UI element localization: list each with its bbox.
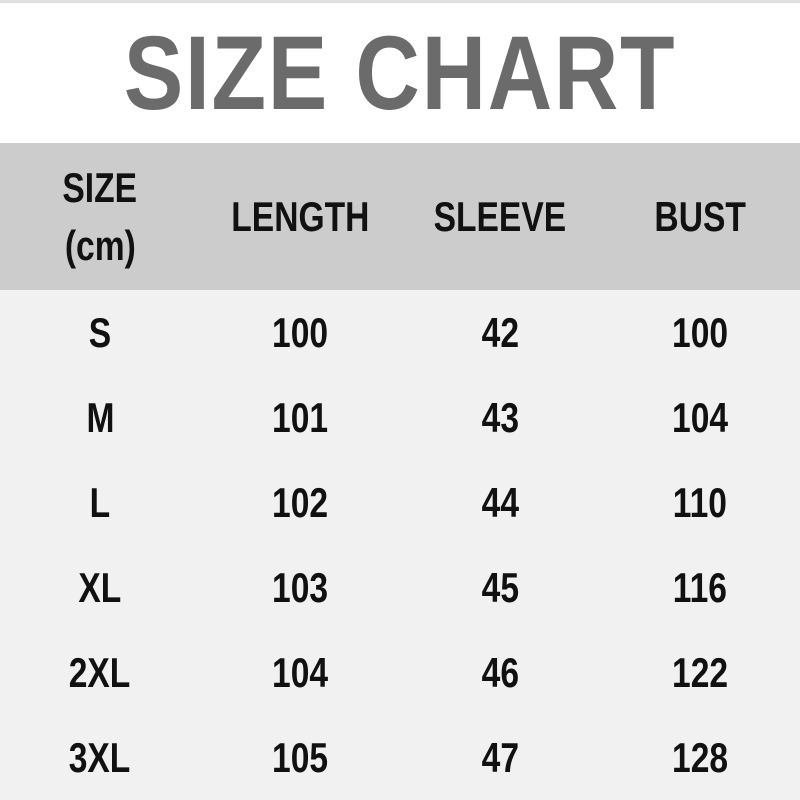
size-cell: L bbox=[89, 478, 111, 526]
bust-cell: 128 bbox=[671, 733, 729, 781]
bust-cell: 122 bbox=[671, 648, 729, 696]
sleeve-cell: 43 bbox=[481, 393, 519, 441]
sleeve-cell: 45 bbox=[481, 563, 519, 611]
column-header-bust: BUST bbox=[654, 192, 746, 240]
table-row-l: L 102 44 110 bbox=[0, 460, 800, 545]
sleeve-cell: 46 bbox=[481, 648, 519, 696]
length-cell: 101 bbox=[271, 393, 329, 441]
size-cell: M bbox=[86, 393, 114, 441]
length-cell: 103 bbox=[271, 563, 329, 611]
top-divider-line bbox=[0, 0, 800, 3]
table-header-row: SIZE (cm) LENGTH SLEEVE BUST bbox=[0, 143, 800, 290]
bust-cell: 104 bbox=[671, 393, 729, 441]
size-cell: S bbox=[88, 308, 112, 356]
title-section: SIZE CHART bbox=[0, 3, 800, 143]
table-row-m: M 101 43 104 bbox=[0, 375, 800, 460]
column-header-length: LENGTH bbox=[230, 192, 370, 240]
size-chart-table: SIZE (cm) LENGTH SLEEVE BUST S 100 42 10… bbox=[0, 143, 800, 800]
table-row-s: S 100 42 100 bbox=[0, 290, 800, 375]
size-cell: 3XL bbox=[69, 733, 131, 781]
column-header-size-unit: (cm) bbox=[64, 221, 136, 269]
bust-cell: 110 bbox=[672, 478, 728, 526]
length-cell: 100 bbox=[271, 308, 329, 356]
table-row-2xl: 2XL 104 46 122 bbox=[0, 630, 800, 715]
page-title: SIZE CHART bbox=[123, 14, 677, 132]
column-header-size: SIZE (cm) bbox=[0, 163, 200, 269]
size-cell: 2XL bbox=[69, 648, 131, 696]
length-cell: 105 bbox=[271, 733, 329, 781]
sleeve-cell: 42 bbox=[481, 308, 519, 356]
column-header-sleeve: SLEEVE bbox=[433, 192, 567, 240]
table-row-xl: XL 103 45 116 bbox=[0, 545, 800, 630]
length-cell: 104 bbox=[271, 648, 329, 696]
bust-cell: 100 bbox=[671, 308, 729, 356]
length-cell: 102 bbox=[271, 478, 329, 526]
size-cell: XL bbox=[78, 563, 122, 611]
bust-cell: 116 bbox=[672, 563, 728, 611]
column-header-size-label: SIZE bbox=[62, 163, 138, 211]
sleeve-cell: 44 bbox=[481, 478, 519, 526]
table-row-3xl: 3XL 105 47 128 bbox=[0, 715, 800, 800]
sleeve-cell: 47 bbox=[481, 733, 519, 781]
